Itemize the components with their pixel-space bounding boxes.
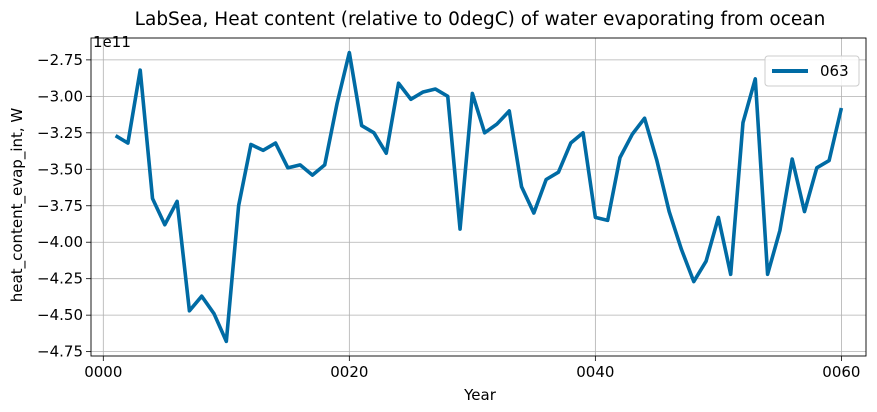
- x-tick-label: 0000: [84, 363, 122, 381]
- data-point: [643, 117, 646, 120]
- data-point: [778, 229, 781, 232]
- y-tick-label: −4.25: [37, 270, 83, 288]
- data-point: [717, 216, 720, 219]
- axes: [86, 37, 867, 361]
- data-point: [188, 309, 191, 312]
- data-point: [840, 106, 843, 109]
- data-point: [397, 82, 400, 85]
- y-tick-label: −4.00: [37, 233, 83, 251]
- data-point: [360, 124, 363, 127]
- data-point: [299, 163, 302, 166]
- data-point: [471, 92, 474, 95]
- data-point: [212, 312, 215, 315]
- data-point: [163, 223, 166, 226]
- data-point: [114, 134, 117, 137]
- legend: 063: [764, 55, 860, 87]
- data-point: [827, 159, 830, 162]
- chart-title: LabSea, Heat content (relative to 0degC)…: [135, 9, 826, 30]
- y-tick-label: −4.50: [37, 306, 83, 324]
- data-point: [754, 77, 757, 80]
- data-point: [532, 211, 535, 214]
- grid: [91, 38, 866, 356]
- tick-labels: 0000 0020 0040 0060 −4.75 −4.50 −4.25 −4.00 −3.7…: [37, 51, 860, 381]
- data-point: [311, 174, 314, 177]
- y-axis-label: heat_content_evap_int, W: [8, 108, 27, 303]
- data-point: [249, 143, 252, 146]
- data-point: [803, 210, 806, 213]
- data-point: [323, 163, 326, 166]
- legend-box: [764, 55, 860, 87]
- x-tick-label: 0020: [330, 363, 368, 381]
- x-tick-label: 0060: [822, 363, 860, 381]
- y-tick-label: −3.25: [37, 124, 83, 142]
- data-point: [176, 200, 179, 203]
- legend-label: 063: [820, 62, 849, 80]
- data-point: [225, 340, 228, 343]
- data-point: [520, 185, 523, 188]
- data-point: [262, 149, 265, 152]
- data-point: [655, 159, 658, 162]
- data-point: [791, 157, 794, 160]
- data-point: [557, 171, 560, 174]
- series-lines: [114, 50, 844, 344]
- data-point: [631, 133, 634, 136]
- y-tick-label: −3.00: [37, 87, 83, 105]
- data-point: [508, 109, 511, 112]
- x-axis-label: Year: [463, 386, 497, 404]
- y-offset-label: 1e11: [93, 33, 131, 51]
- data-point: [815, 166, 818, 169]
- plot-frame: [90, 37, 867, 357]
- series-line: [114, 50, 844, 344]
- data-point: [409, 98, 412, 101]
- data-point: [274, 141, 277, 144]
- data-point: [446, 95, 449, 98]
- data-point: [618, 156, 621, 159]
- data-point: [385, 152, 388, 155]
- data-point: [200, 295, 203, 298]
- data-point: [692, 280, 695, 283]
- data-point: [668, 210, 671, 213]
- data-point: [569, 141, 572, 144]
- data-point: [483, 131, 486, 134]
- data-point: [151, 197, 154, 200]
- data-point: [495, 122, 498, 125]
- data-point: [606, 219, 609, 222]
- data-point: [348, 51, 351, 54]
- data-point: [581, 131, 584, 134]
- data-point: [729, 273, 732, 276]
- data-point: [766, 273, 769, 276]
- data-point: [335, 102, 338, 105]
- data-point: [458, 227, 461, 230]
- data-point: [139, 68, 142, 71]
- data-point: [286, 166, 289, 169]
- data-point: [594, 216, 597, 219]
- data-point: [126, 141, 129, 144]
- data-point: [680, 248, 683, 251]
- data-point: [741, 121, 744, 124]
- data-point: [372, 131, 375, 134]
- data-point: [237, 204, 240, 207]
- data-point: [704, 260, 707, 263]
- data-point: [422, 90, 425, 93]
- y-tick-label: −2.75: [37, 51, 83, 69]
- x-tick-label: 0040: [576, 363, 614, 381]
- data-point: [434, 87, 437, 90]
- y-tick-label: −4.75: [37, 343, 83, 361]
- data-point: [545, 178, 548, 181]
- y-tick-label: −3.50: [37, 160, 83, 178]
- y-tick-label: −3.75: [37, 197, 83, 215]
